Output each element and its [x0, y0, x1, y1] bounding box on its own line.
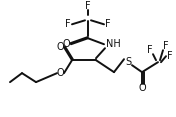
Text: F: F: [65, 19, 71, 29]
Text: NH: NH: [106, 39, 121, 49]
Text: F: F: [147, 45, 153, 55]
Text: O: O: [138, 83, 146, 93]
Text: O: O: [56, 42, 64, 52]
Text: F: F: [167, 51, 173, 61]
Text: O: O: [56, 68, 64, 78]
Text: F: F: [163, 41, 169, 51]
Text: F: F: [85, 1, 91, 11]
Text: F: F: [105, 19, 111, 29]
Text: S: S: [125, 57, 131, 67]
Text: O: O: [62, 39, 70, 49]
